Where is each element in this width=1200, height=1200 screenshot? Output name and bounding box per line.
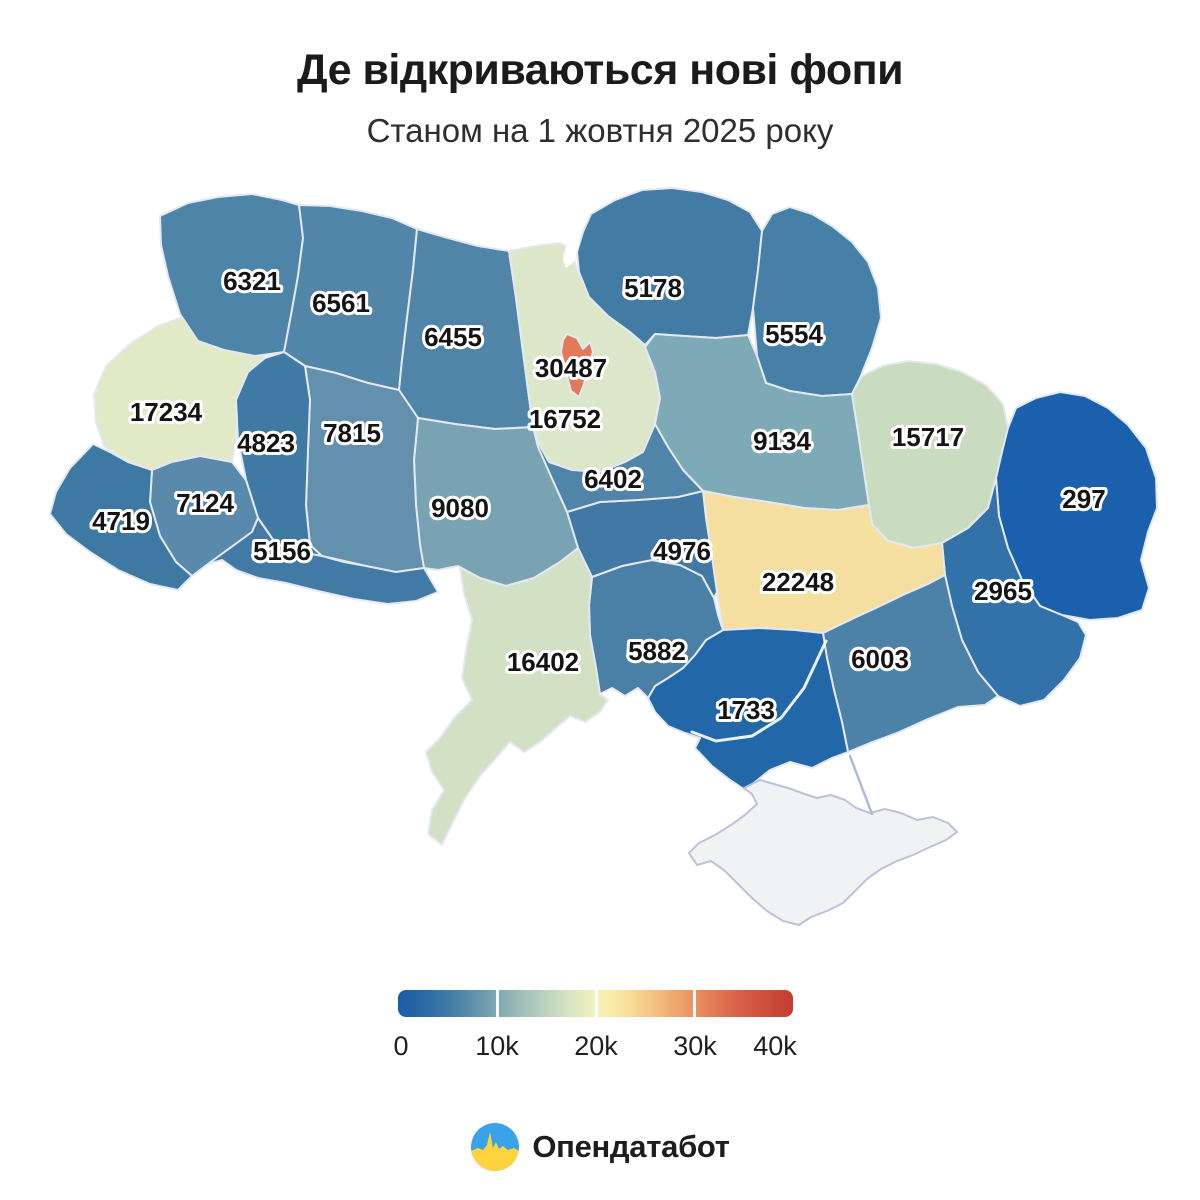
value-label-vinnytsia: 9080 [431, 493, 489, 523]
legend-divider-10k [495, 990, 499, 1017]
region-sumy [752, 206, 882, 397]
legend-divider-20k [594, 990, 598, 1017]
value-label-odesa: 16402 [507, 647, 579, 677]
color-legend: 0 10k 20k 30k 40k [393, 990, 797, 1067]
value-label-sumy: 5554 [765, 319, 823, 349]
value-label-chernihiv: 5178 [624, 273, 682, 303]
legend-tick-30k: 30k [673, 1031, 717, 1061]
region-odesa [425, 547, 609, 846]
chart-title: Де відкриваються нові фопи [296, 46, 904, 94]
region-zakarpattia [49, 443, 193, 591]
legend-tick-10k: 10k [475, 1031, 519, 1061]
value-label-rivne: 6561 [312, 288, 370, 318]
legend-tick-40k: 40k [753, 1031, 797, 1061]
value-label-kharkiv: 15717 [892, 422, 964, 452]
value-label-cherkasy: 6402 [584, 464, 642, 494]
pulse-line [471, 1132, 520, 1171]
value-label-luhansk: 297 [1062, 484, 1105, 514]
opendatabot-logo-icon [471, 1123, 520, 1171]
value-label-khmelnytskyi: 7815 [323, 418, 381, 448]
region-chernivtsi [207, 517, 439, 605]
chart-subtitle: Станом на 1 жовтня 2025 року [366, 112, 834, 149]
legend-tick-20k: 20k [574, 1031, 618, 1061]
value-label-lviv: 17234 [130, 397, 203, 427]
value-label-poltava: 9134 [753, 426, 811, 456]
region-crimea [688, 779, 958, 926]
value-label-kyiv-city: 30487 [535, 353, 607, 383]
water-features [563, 186, 874, 816]
value-label-kherson: 1733 [717, 695, 775, 725]
value-label-kyiv-oblast: 16752 [529, 404, 601, 434]
value-label-mykolaiv: 5882 [628, 636, 686, 666]
arabat-spit [848, 754, 874, 816]
value-label-kirovohrad: 4976 [653, 536, 711, 566]
color-scale-bar [398, 990, 793, 1017]
value-label-zhytomyr: 6455 [424, 322, 482, 352]
legend-tick-labels: 0 10k 20k 30k 40k [393, 1031, 796, 1067]
opendatabot-logo-text: Опендатабот [532, 1129, 730, 1164]
legend-divider-30k [693, 990, 697, 1017]
value-label-volyn: 6321 [223, 266, 281, 296]
value-label-donetsk: 2965 [974, 576, 1032, 606]
opendatabot-logo: Опендатабот [0, 1122, 1200, 1172]
dnipro-river [690, 639, 828, 743]
value-label-ternopil: 4823 [237, 428, 295, 458]
value-label-dnipro: 22248 [762, 567, 834, 597]
value-label-zaporizhzhia: 6003 [851, 644, 909, 674]
legend-tick-0: 0 [393, 1031, 409, 1061]
kyiv-reservoir [563, 186, 590, 268]
value-label-chernivtsi: 5156 [253, 536, 311, 566]
value-label-ivano-frankivsk: 7124 [176, 488, 234, 518]
value-label-zakarpattia: 4719 [92, 506, 150, 536]
region-kyiv-city [560, 333, 594, 398]
